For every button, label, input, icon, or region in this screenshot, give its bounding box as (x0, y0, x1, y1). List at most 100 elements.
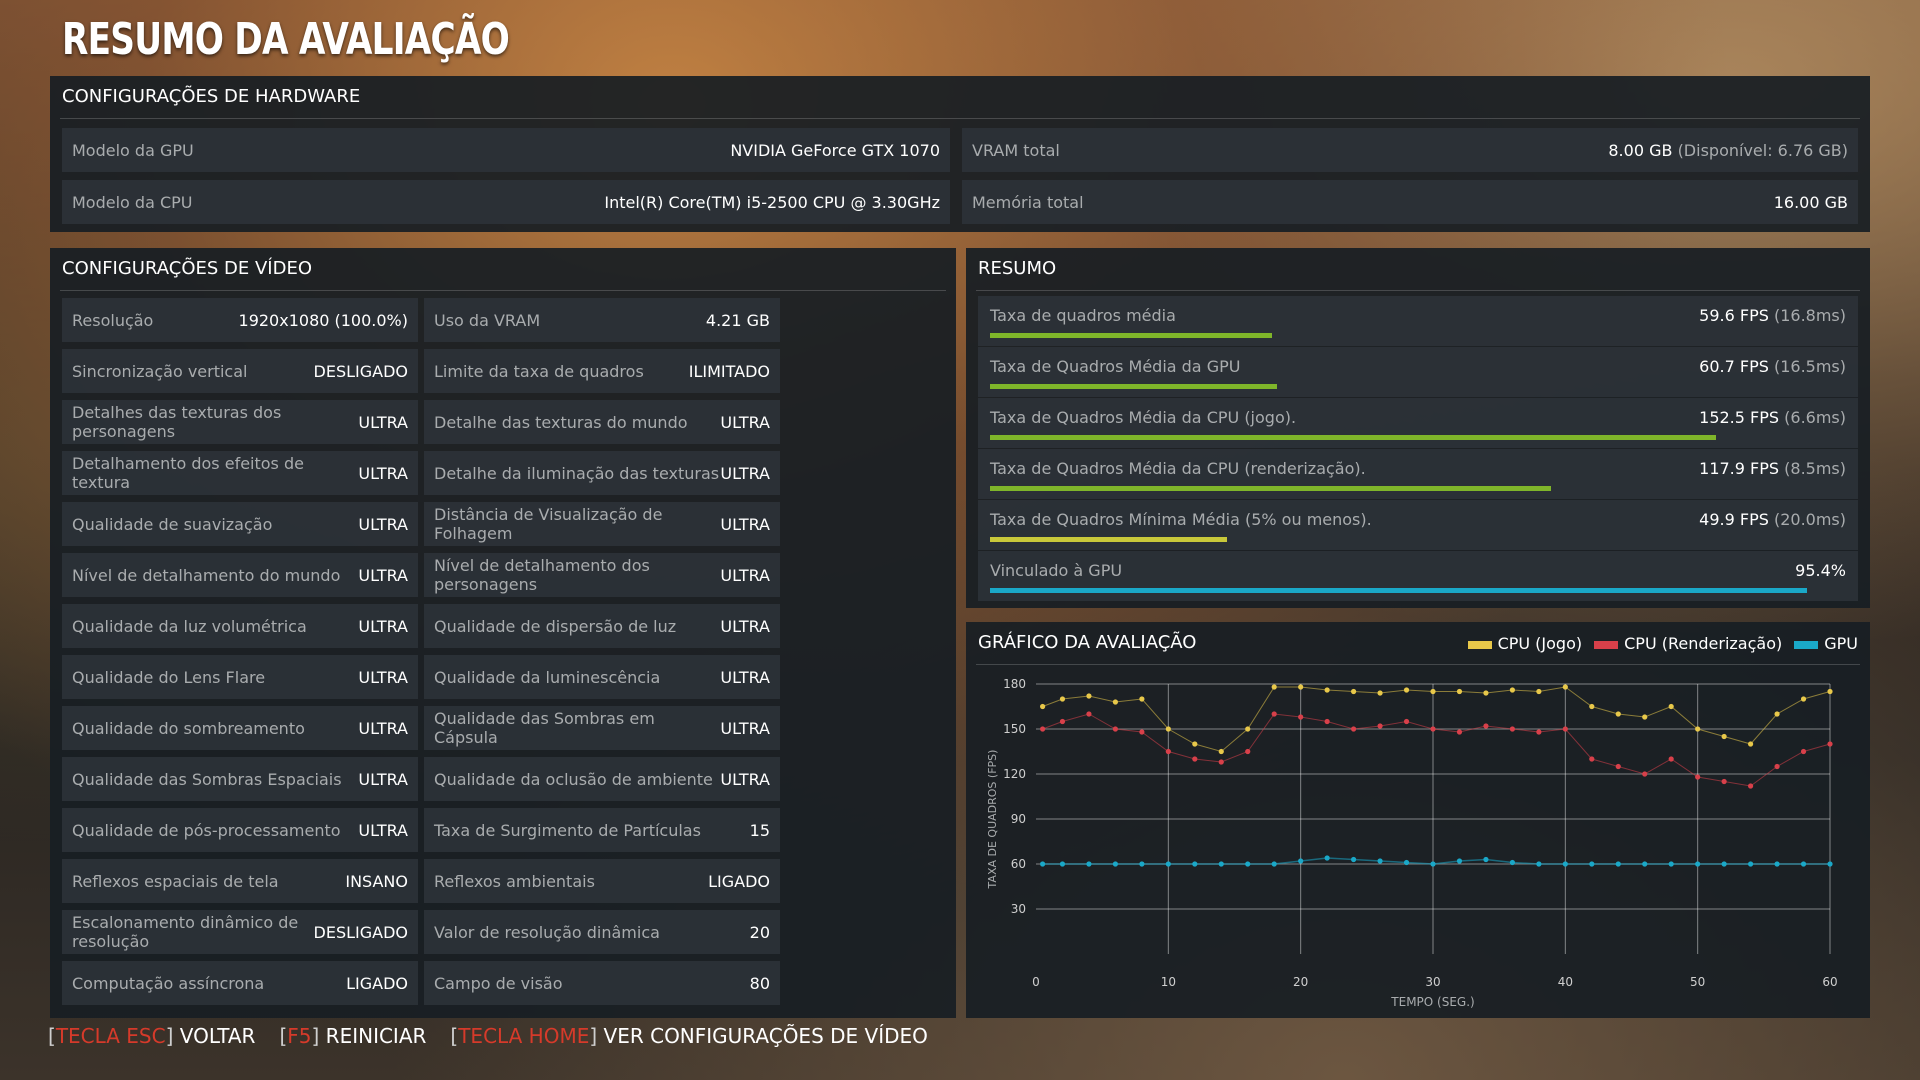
summary-row: Taxa de quadros média 59.6 FPS (16.8ms) (978, 296, 1858, 346)
video-setting-label: Qualidade da oclusão de ambiente (434, 769, 713, 789)
video-setting-row: Qualidade das Sombras Espaciais ULTRA (62, 757, 418, 801)
video-setting-value: 80 (749, 973, 770, 993)
summary-progress-bar (990, 435, 1716, 440)
y-tick-label: 90 (1011, 812, 1026, 826)
data-point (1509, 726, 1515, 732)
data-point (1271, 711, 1277, 717)
y-tick-label: 150 (1003, 722, 1026, 736)
data-point (1668, 703, 1674, 710)
video-setting-value: ULTRA (358, 565, 408, 585)
video-setting-row: Detalhe das texturas do mundo ULTRA (424, 400, 780, 444)
vram-total-amount: 8.00 GB (1608, 140, 1673, 160)
video-setting-row: Qualidade de suavização ULTRA (62, 502, 418, 546)
video-setting-label: Qualidade das Sombras em Cápsula (434, 709, 655, 747)
x-tick-label: 40 (1558, 975, 1573, 989)
restart-button[interactable]: [F5] REINICIAR (279, 1024, 427, 1048)
video-setting-row: Nível de detalhamento do mundo ULTRA (62, 553, 418, 597)
video-setting-value: ULTRA (358, 616, 408, 636)
chart-legend: CPU (Jogo) CPU (Renderização) GPU (1467, 634, 1858, 653)
data-point (1192, 861, 1198, 867)
data-point (1483, 856, 1489, 863)
data-point (1403, 687, 1410, 693)
x-axis-label: TEMPO (SEG.) (1390, 995, 1474, 1009)
cpu-model-label: Modelo da CPU (72, 192, 193, 212)
data-point (1192, 741, 1198, 747)
data-point (1668, 861, 1674, 867)
view-video-settings-button[interactable]: [TECLA HOME] VER CONFIGURAÇÕES DE VÍDEO (450, 1024, 928, 1048)
chart-header: GRÁFICO DA AVALIAÇÃO (976, 622, 1860, 665)
video-setting-row: Qualidade da luz volumétrica ULTRA (62, 604, 418, 648)
summary-progress-bar (990, 384, 1277, 389)
video-setting-row: Qualidade de dispersão de luz ULTRA (424, 604, 780, 648)
video-setting-value: ULTRA (720, 514, 770, 534)
data-point (1774, 763, 1780, 770)
summary-progress-bar (990, 588, 1807, 593)
summary-value-main: 95.4% (1795, 561, 1846, 580)
data-point (1139, 861, 1145, 867)
summary-value-sub: (20.0ms) (1773, 510, 1846, 529)
f5-key-label: F5 (287, 1024, 312, 1048)
video-settings-panel: CONFIGURAÇÕES DE VÍDEO Resolução 1920x108… (50, 248, 956, 1018)
cpu-model-row: Modelo da CPU Intel(R) Core(TM) i5-2500 … (62, 180, 950, 224)
data-point (1139, 729, 1145, 735)
x-tick-label: 30 (1425, 975, 1440, 989)
data-point (1456, 858, 1463, 864)
video-setting-value: DESLIGADO (313, 922, 408, 942)
back-button[interactable]: [TECLA ESC] VOLTAR (48, 1024, 256, 1048)
data-point (1615, 861, 1621, 867)
video-setting-label: Limite da taxa de quadros (434, 361, 644, 381)
video-setting-value: ILIMITADO (688, 361, 770, 381)
data-point (1059, 861, 1066, 867)
summary-row: Vinculado à GPU 95.4% (978, 551, 1858, 601)
data-point (1536, 861, 1542, 867)
data-point (1668, 756, 1674, 762)
video-setting-row: Qualidade do sombreamento ULTRA (62, 706, 418, 750)
vram-total-value: 8.00 GB (Disponível: 6.76 GB) (1608, 141, 1848, 160)
video-setting-value: ULTRA (720, 616, 770, 636)
video-setting-row: Reflexos ambientais LIGADO (424, 859, 780, 903)
data-point (1324, 687, 1330, 693)
y-tick-label: 30 (1011, 902, 1026, 916)
data-point (1298, 858, 1304, 864)
data-point (1509, 859, 1515, 866)
data-point (1800, 696, 1807, 702)
memory-total-label: Memória total (972, 192, 1084, 212)
data-point (1774, 861, 1780, 867)
legend-item-cpu-game: CPU (Jogo) (1467, 634, 1582, 653)
summary-panel: RESUMO Taxa de quadros média 59.6 FPS (16… (966, 248, 1870, 608)
data-point (1377, 690, 1383, 696)
data-point (1245, 726, 1251, 732)
data-point (1351, 726, 1357, 732)
video-setting-value: ULTRA (720, 412, 770, 432)
video-setting-value: ULTRA (358, 769, 408, 789)
video-setting-row: Escalonamento dinâmico de resolução DESLI… (62, 910, 418, 954)
data-point (1377, 858, 1383, 864)
video-setting-label: Campo de visão (434, 973, 563, 993)
video-setting-row: Qualidade das Sombras em Cápsula ULTRA (424, 706, 780, 750)
data-point (1112, 726, 1118, 732)
summary-row: Taxa de Quadros Média da CPU (jogo). 152.… (978, 398, 1858, 448)
data-point (1165, 861, 1171, 867)
summary-value-main: 152.5 FPS (1699, 408, 1780, 427)
data-point (1403, 718, 1410, 725)
data-point (1642, 861, 1648, 867)
video-setting-value: ULTRA (358, 412, 408, 432)
data-point (1351, 856, 1357, 863)
video-setting-value: LIGADO (346, 973, 408, 993)
summary-value-sub: (16.5ms) (1773, 357, 1846, 376)
data-point (1827, 861, 1833, 867)
summary-value: 152.5 FPS (6.6ms) (1699, 408, 1846, 427)
summary-value-main: 60.7 FPS (1699, 357, 1769, 376)
memory-total-value: 16.00 GB (1773, 192, 1848, 212)
video-setting-value: 20 (749, 922, 770, 942)
data-point (1562, 726, 1568, 732)
video-setting-label: Reflexos ambientais (434, 871, 595, 891)
video-setting-label: Distância de Visualização de Folhagem (434, 505, 663, 543)
video-setting-row: Reflexos espaciais de tela INSANO (62, 859, 418, 903)
video-setting-row: Sincronização vertical DESLIGADO (62, 349, 418, 393)
video-setting-label: Qualidade das Sombras Espaciais (72, 769, 342, 789)
video-setting-label: Qualidade de dispersão de luz (434, 616, 677, 636)
summary-value: 60.7 FPS (16.5ms) (1699, 357, 1846, 376)
legend-swatch-gpu (1794, 640, 1819, 649)
data-point (1642, 771, 1648, 777)
